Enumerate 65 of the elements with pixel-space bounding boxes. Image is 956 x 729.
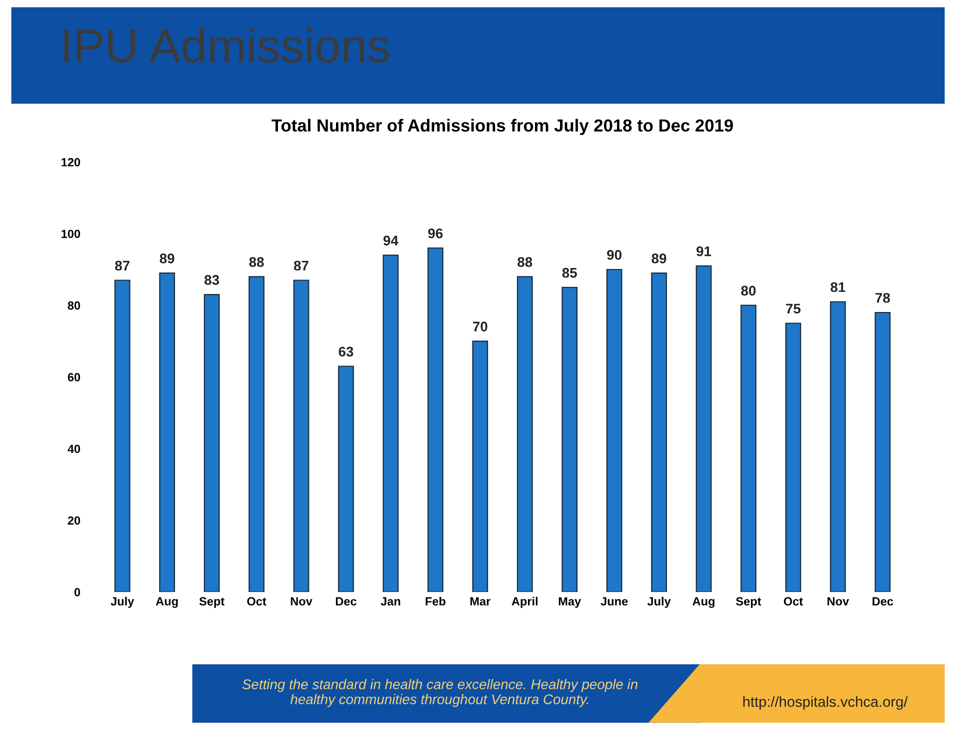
data-label: 89 <box>652 254 666 264</box>
y-tick-label: 60 <box>68 373 80 382</box>
y-tick-label: 80 <box>68 301 80 310</box>
bar <box>606 268 622 592</box>
y-tick-label: 100 <box>62 230 80 238</box>
bar <box>427 247 444 592</box>
x-tick-label: Oct <box>247 597 266 606</box>
data-label: 75 <box>786 304 801 314</box>
bar <box>159 272 176 592</box>
bar <box>204 294 220 592</box>
data-label: 63 <box>338 346 354 357</box>
bar <box>696 265 712 592</box>
data-label: 83 <box>204 275 220 285</box>
x-tick-label: Feb <box>426 596 446 606</box>
bar <box>516 276 533 592</box>
x-tick-label: Sept <box>736 597 762 608</box>
x-tick-label: July <box>110 596 134 608</box>
bar <box>740 304 756 592</box>
bar <box>114 280 130 592</box>
x-tick-label: July <box>647 596 671 608</box>
x-tick-label: June <box>600 597 628 606</box>
data-label: 88 <box>249 257 264 267</box>
bar <box>830 301 846 592</box>
x-tick-label: Jan <box>380 597 400 606</box>
text: http://hospitals.vchca.org/ <box>743 696 908 710</box>
x-tick-label: Nov <box>290 597 312 606</box>
bar <box>874 312 891 592</box>
x-tick-label: Nov <box>828 597 850 606</box>
data-label: 80 <box>741 286 756 296</box>
chart-title: IPU Admissions <box>64 28 389 63</box>
x-tick-label: Aug <box>156 597 178 608</box>
data-label: 90 <box>607 250 622 260</box>
y-tick-label: 40 <box>68 444 80 454</box>
x-tick-label: Oct <box>784 597 803 606</box>
bar <box>382 254 399 592</box>
bar <box>338 366 354 592</box>
bar <box>472 340 488 592</box>
x-tick-label: May <box>558 597 582 608</box>
data-label: 70 <box>473 322 488 332</box>
data-label: 94 <box>383 236 398 246</box>
y-tick-label: 0 <box>74 588 80 596</box>
x-tick-label: Aug <box>692 597 714 608</box>
x-tick-label: April <box>512 596 538 608</box>
bar <box>651 272 667 592</box>
bar <box>785 322 802 592</box>
data-label: 85 <box>562 268 577 278</box>
data-label: 78 <box>876 292 890 303</box>
x-tick-label: Sept <box>199 597 224 608</box>
data-label: 89 <box>160 254 174 264</box>
data-label: 88 <box>518 257 532 267</box>
bar <box>248 276 264 592</box>
text: Setting the standard in health care excellence. Healthy people in healthy communities throughout Ventura County. <box>242 679 638 707</box>
x-tick-label: Dec <box>872 597 894 606</box>
data-label: 87 <box>294 260 308 271</box>
y-tick-label: 120 <box>62 158 80 166</box>
chart-subtitle: Total Number of Admissions from July 2018 to Dec 2019 <box>272 118 733 136</box>
x-tick-label: Dec <box>336 597 356 606</box>
x-tick-label: Mar <box>470 597 490 606</box>
data-label: 87 <box>115 260 130 271</box>
data-label: 96 <box>428 228 443 238</box>
bar <box>293 280 310 592</box>
data-label: 91 <box>696 246 712 256</box>
y-tick-label: 20 <box>68 516 80 525</box>
bar <box>562 286 578 592</box>
data-label: 81 <box>830 282 846 292</box>
